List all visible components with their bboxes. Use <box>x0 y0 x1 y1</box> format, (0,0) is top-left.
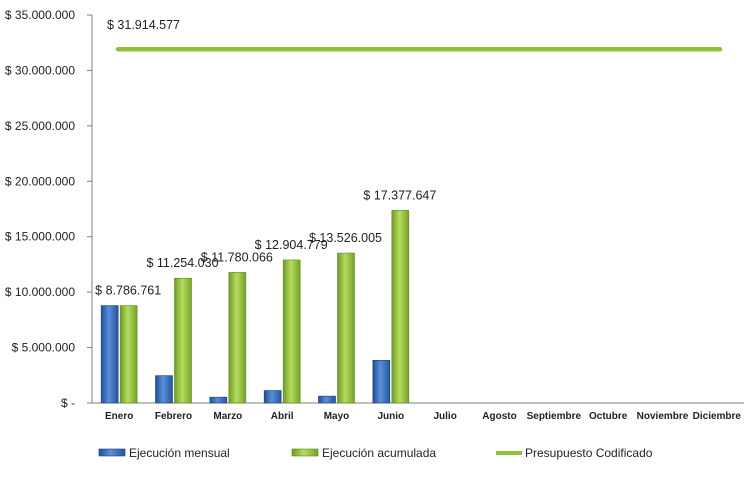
legend-label-presupuesto: Presupuesto Codificado <box>525 446 653 460</box>
data-label-acumulada: $ 11.780.066 <box>201 250 273 264</box>
y-tick-label: $ 35.000.000 <box>5 8 75 22</box>
y-tick-label: $ 20.000.000 <box>5 174 75 188</box>
x-tick-label: Diciembre <box>693 411 742 422</box>
x-tick-label: Febrero <box>155 411 192 422</box>
x-tick-label: Noviembre <box>637 411 689 422</box>
data-label-acumulada: $ 13.526.005 <box>309 231 382 245</box>
x-tick-label: Septiembre <box>527 411 582 422</box>
legend-label-mensual: Ejecución mensual <box>129 446 230 460</box>
bars <box>100 46 723 404</box>
x-tick-label: Marzo <box>213 411 242 422</box>
x-tick-label: Junio <box>377 411 404 422</box>
bar-ejecucion-mensual <box>100 305 119 404</box>
y-tick-label: $ 15.000.000 <box>5 230 75 244</box>
legend-swatch-mensual <box>98 448 126 457</box>
y-tick-label: $ 25.000.000 <box>5 119 75 133</box>
bar-ejecucion-acumulada <box>282 259 301 404</box>
data-label-acumulada: $ 12.904.779 <box>255 238 328 252</box>
y-tick-label: $ 10.000.000 <box>5 285 75 299</box>
x-tick-label: Abril <box>271 411 294 422</box>
legend-label-acumulada: Ejecución acumulada <box>322 446 436 460</box>
data-label-acumulada: $ 11.254.030 <box>146 256 218 270</box>
legend-swatch-acumulada <box>291 448 319 457</box>
bar-ejecucion-acumulada <box>228 272 247 404</box>
bar-ejecucion-mensual <box>209 396 228 404</box>
bar-ejecucion-mensual <box>155 375 173 404</box>
data-labels: $ 8.786.761 $ 11.254.030$ 11.780.066$ 12.… <box>95 18 436 297</box>
y-tick-label: $ 5.000.000 <box>12 341 76 355</box>
y-tick-label: $ - <box>61 396 75 410</box>
x-tick-label: Agosto <box>482 411 516 422</box>
bar-ejecucion-acumulada <box>337 252 355 404</box>
bar-ejecucion-mensual <box>372 360 391 404</box>
x-tick-label: Julio <box>433 411 456 422</box>
bar-ejecucion-acumulada <box>119 305 138 404</box>
data-label-presupuesto: $ 31.914.577 <box>107 18 180 32</box>
x-tick-label: Mayo <box>324 411 350 422</box>
bar-ejecucion-acumulada <box>174 277 192 404</box>
axes: $ - $ 5.000.000 $ 10.000.000 $ 15.000.000 $ … <box>5 8 744 422</box>
x-tick-label: Enero <box>105 411 133 422</box>
bar-ejecucion-mensual <box>318 395 336 404</box>
y-tick-label: $ 30.000.000 <box>5 63 75 77</box>
x-tick-label: Octubre <box>589 411 628 422</box>
bar-ejecucion-mensual <box>263 390 282 404</box>
bar-ejecucion-acumulada <box>391 210 410 404</box>
data-label-acumulada: $ 8.786.761 <box>95 284 161 298</box>
data-label-acumulada: $ 17.377.647 <box>363 188 436 202</box>
legend: Ejecución mensual Ejecución acumulada Pres… <box>98 446 653 460</box>
